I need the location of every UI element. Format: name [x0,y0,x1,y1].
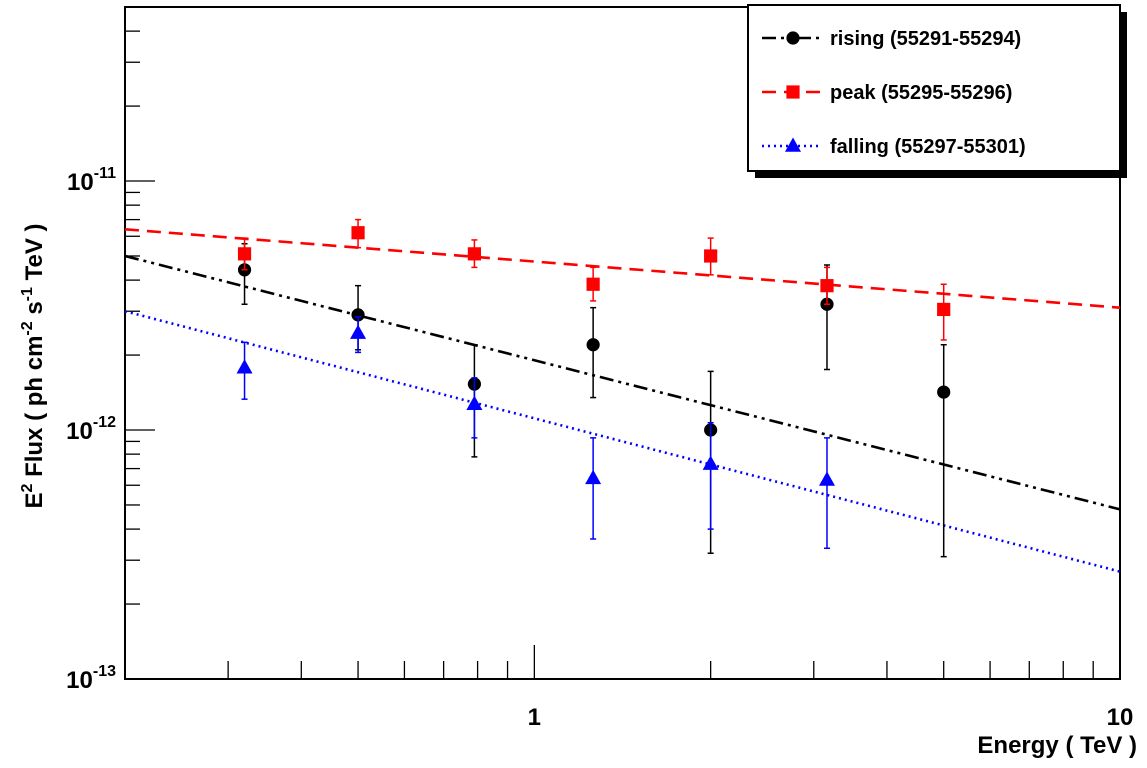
data-point [820,266,834,305]
data-point [237,237,252,271]
data-point [585,437,602,540]
data-point [937,344,951,558]
legend-marker [786,31,800,45]
x-tick-labels: 1 10 [528,704,1134,731]
data-point [586,306,600,399]
marker-triangle [350,324,367,339]
marker-circle [586,338,600,352]
marker-square [237,247,252,261]
marker-triangle [818,471,835,486]
x-axis-title: Energy ( TeV ) [977,732,1137,759]
fit-line [124,254,1121,511]
marker-triangle [585,469,602,485]
data-point [350,316,367,354]
data-point [702,421,719,530]
legend-entry: rising (55291-55294) [762,28,1021,50]
data-point [704,237,718,276]
legend-entry: peak (55295-55296) [762,82,1012,104]
marker-triangle [466,395,483,410]
x-tick-label: 1 [528,704,541,731]
legend-label: peak (55295-55296) [830,82,1012,104]
fit-line [124,227,1121,309]
marker-triangle [236,359,253,374]
fit-lines [124,227,1121,573]
data-point [937,283,951,341]
marker-circle [351,308,365,322]
marker-square [820,279,834,293]
marker-square [351,226,365,240]
data-points [236,218,951,558]
data-point [466,377,483,439]
legend-marker [784,137,802,152]
fit-line [124,309,1121,573]
axis-ticks [124,6,1121,680]
marker-triangle [702,455,719,470]
y-tick-label: 10-11 [67,165,116,196]
plot-frame [124,6,1121,680]
legend: rising (55291-55294) peak (55295-55296) fa… [747,4,1127,178]
legend-box [747,4,1121,172]
data-point [236,341,253,400]
legend-marker [786,85,800,99]
y-tick-labels: 10-13 10-12 10-11 [66,165,116,694]
marker-square [467,247,481,261]
data-point [467,239,481,269]
y-tick-label: 10-13 [66,663,116,694]
marker-square [937,302,951,317]
marker-circle [937,385,951,399]
legend-label: falling (55297-55301) [830,136,1026,158]
y-axis-title: E2 Flux ( ph cm-2 s-1 TeV ) [19,224,48,509]
marker-square [586,277,600,291]
x-tick-label: 10 [1107,704,1134,731]
data-point [351,218,365,249]
legend-label: rising (55291-55294) [830,28,1021,50]
data-point [586,266,600,302]
legend-entry: falling (55297-55301) [762,136,1026,158]
data-point [818,437,835,550]
y-tick-label: 10-12 [66,414,116,445]
marker-square [704,249,718,263]
